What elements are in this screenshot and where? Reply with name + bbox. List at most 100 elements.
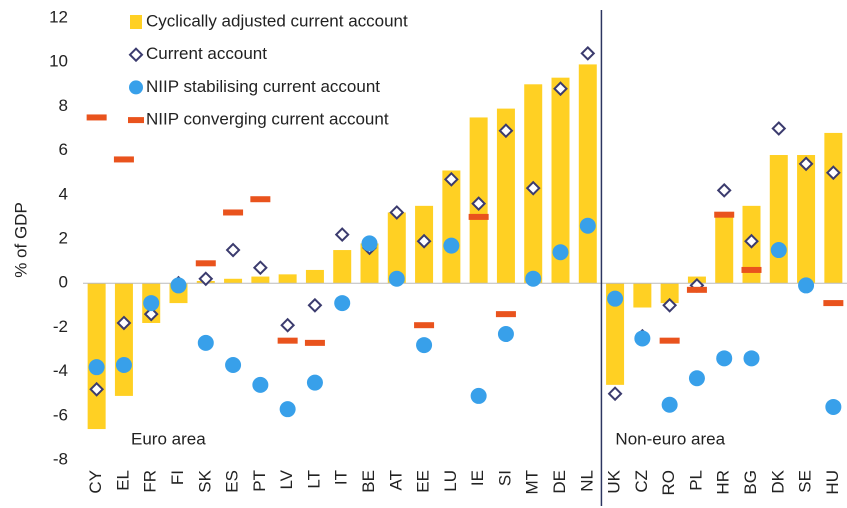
- bar: [797, 155, 816, 284]
- bar: [633, 283, 652, 308]
- x-tick-label: PL: [686, 470, 705, 491]
- dash-marker: [468, 213, 489, 220]
- bar: [715, 214, 734, 284]
- x-tick-label: UK: [605, 469, 624, 493]
- circle-marker: [388, 270, 405, 287]
- diamond-marker: [798, 156, 814, 172]
- diamond-marker: [389, 205, 405, 220]
- legend-swatch: [128, 117, 144, 124]
- circle-marker: [279, 401, 296, 418]
- diamond-marker: [525, 180, 541, 196]
- x-tick-label: HU: [823, 470, 842, 495]
- dash-marker: [113, 156, 134, 163]
- y-tick-label: -4: [53, 361, 68, 380]
- x-tick-label: LT: [304, 470, 323, 489]
- y-tick-label: 12: [49, 7, 68, 26]
- x-tick-label: EE: [414, 470, 433, 493]
- x-tick-label: MT: [523, 470, 542, 495]
- circle-marker: [170, 277, 187, 294]
- x-tick-label: SE: [796, 470, 815, 493]
- diamond-marker: [607, 386, 623, 402]
- y-axis-label: % of GDP: [11, 202, 30, 278]
- diamond-marker: [443, 171, 459, 187]
- circle-marker: [579, 217, 596, 234]
- circle-marker: [416, 337, 433, 354]
- legend-label: NIIP stabilising current account: [146, 77, 380, 96]
- bar: [333, 250, 352, 284]
- dash-marker: [741, 266, 762, 273]
- circle-marker: [743, 350, 760, 367]
- circle-marker: [798, 277, 815, 294]
- x-tick-label: FR: [141, 470, 160, 493]
- x-tick-label: ES: [223, 470, 242, 493]
- diamond-marker: [307, 297, 323, 313]
- diamond-marker: [553, 81, 568, 97]
- x-tick-label: AT: [386, 470, 405, 490]
- diamond-marker: [116, 315, 132, 331]
- diamond-marker: [198, 271, 214, 287]
- bar: [496, 108, 515, 284]
- dash-marker: [686, 286, 707, 293]
- y-tick-label: 8: [59, 96, 68, 115]
- y-tick-label: -2: [53, 317, 68, 336]
- circle-marker: [688, 370, 705, 387]
- circle-marker: [334, 295, 351, 312]
- legend-swatch: [129, 80, 143, 95]
- dash-marker: [223, 209, 244, 216]
- x-tick-label: DK: [768, 469, 787, 493]
- diamond-marker: [89, 381, 105, 397]
- dash-marker: [250, 196, 271, 203]
- legend-label: Cyclically adjusted current account: [146, 11, 408, 30]
- diamond-marker: [280, 317, 296, 333]
- bar: [824, 132, 843, 284]
- x-tick-label: LV: [277, 469, 296, 489]
- circle-marker: [306, 374, 323, 391]
- bar: [114, 283, 133, 396]
- dash-marker: [86, 114, 107, 121]
- circle-marker: [716, 350, 733, 367]
- dash-marker: [495, 311, 516, 318]
- y-tick-label: 2: [59, 228, 68, 247]
- legend-label: NIIP converging current account: [146, 110, 389, 129]
- x-tick-label: EL: [113, 470, 132, 491]
- x-tick-label: IT: [332, 470, 351, 485]
- bar: [442, 170, 461, 284]
- legend-swatch: [128, 47, 144, 63]
- diamond-marker: [771, 121, 787, 136]
- diamond-marker: [825, 165, 841, 181]
- circle-marker: [88, 359, 105, 376]
- x-tick-label: IE: [468, 470, 487, 486]
- group-label: Non-euro area: [615, 429, 725, 448]
- bar: [551, 77, 570, 284]
- circle-marker: [361, 235, 378, 252]
- x-tick-label: RO: [659, 470, 678, 496]
- circle-marker: [770, 242, 787, 259]
- x-tick-label: FI: [168, 470, 187, 485]
- bar: [360, 243, 379, 284]
- diamond-marker: [416, 233, 432, 249]
- x-tick-label: BE: [359, 470, 378, 493]
- diamond-marker: [716, 182, 732, 198]
- circle-marker: [252, 376, 269, 393]
- diamond-marker: [225, 242, 241, 258]
- x-tick-label: NL: [577, 470, 596, 492]
- dash-marker: [714, 211, 735, 218]
- y-tick-label: 4: [59, 184, 68, 203]
- x-tick-label: HR: [714, 470, 733, 495]
- dash-marker: [414, 322, 435, 329]
- bar: [224, 278, 243, 284]
- dash-marker: [277, 337, 298, 344]
- bar: [87, 283, 106, 430]
- bar: [578, 64, 597, 284]
- legend-swatch: [130, 15, 142, 29]
- x-tick-label: SI: [495, 470, 514, 486]
- bar: [251, 276, 270, 284]
- y-tick-label: -8: [53, 449, 68, 468]
- bar: [769, 155, 788, 284]
- circle-marker: [661, 396, 678, 413]
- bar: [305, 269, 324, 284]
- diamond-marker: [744, 233, 759, 249]
- diamond-marker: [662, 297, 678, 313]
- x-tick-label: BG: [741, 470, 760, 495]
